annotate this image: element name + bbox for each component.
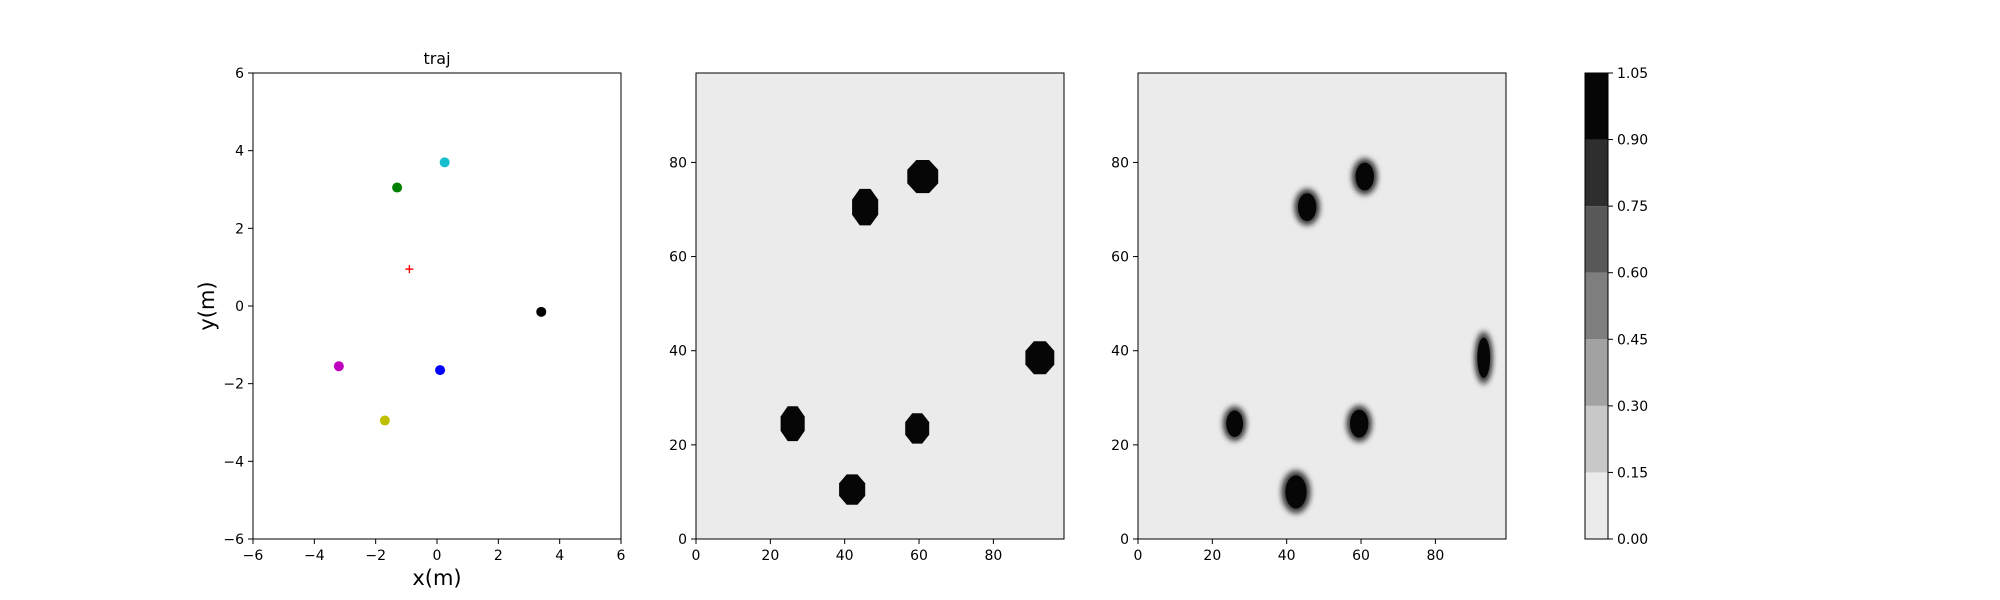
heatmap-1-x-tick-label: 20: [761, 548, 779, 564]
heatmap-blob: [1281, 469, 1311, 515]
scatter-0-y-tick-label: −4: [223, 454, 244, 470]
colorbar-tick-label: 0.60: [1617, 266, 1648, 282]
scatter-title: traj: [423, 49, 450, 68]
heatmap-blob: [1346, 404, 1373, 443]
heatmap-2-frame: [1137, 72, 1507, 540]
heatmap-blob: [780, 406, 805, 442]
colorbar-band: [1585, 472, 1608, 539]
heatmap-2-y-tick-label: 20: [1111, 438, 1129, 454]
heatmap-2-x-tick-label: 20: [1203, 548, 1221, 564]
scatter-0-x-tick-label: −2: [365, 548, 386, 564]
scatter-point: [379, 415, 390, 426]
heatmap-blob: [1351, 157, 1378, 196]
colorbar-tick-label: 0.75: [1617, 199, 1648, 215]
scatter-point: [435, 365, 446, 376]
heatmap-2-x-tick-label: 80: [1426, 548, 1444, 564]
heatmap-panel-1: 0 20 40 60 80 0 20 40 60 80: [669, 72, 1065, 564]
colorbar-band: [1585, 206, 1608, 273]
scatter-0-y-tick-label: 0: [235, 299, 244, 315]
scatter-0-y-tick-label: 2: [235, 221, 244, 237]
scatter-plot-frame: [252, 72, 622, 540]
scatter-point: [333, 361, 344, 372]
heatmap-blob: [1294, 188, 1321, 226]
heatmap-1-y-tick-label: 60: [669, 250, 687, 266]
scatter-panel: traj −6 −4 −2 0 2 4 6 −6 −4 −2 0 2 4 6 x(m) y(m): [195, 49, 626, 590]
scatter-0-x-tick-label: 4: [555, 548, 564, 564]
scatter-0-y-tick-label: 6: [235, 66, 244, 82]
colorbar-tick-label: 0.00: [1617, 532, 1648, 548]
scatter-0-y-tick-label: −6: [223, 532, 244, 548]
colorbar-tick-label: 0.30: [1617, 399, 1648, 415]
heatmap-1-y-tick-label: 0: [678, 532, 687, 548]
heatmap-2-y-tick-label: 0: [1120, 532, 1129, 548]
colorbar-tick-label: 0.15: [1617, 465, 1648, 481]
heatmap-2-background: [1138, 73, 1506, 539]
heatmap-blob: [907, 160, 939, 194]
heatmap-blob: [1222, 405, 1247, 442]
scatter-0-x-tick-label: 0: [433, 548, 442, 564]
heatmap-blob: [1474, 330, 1493, 385]
heatmap-blob: [905, 413, 930, 444]
heatmap-1-x-tick-label: 0: [692, 548, 701, 564]
heatmap-2-x-tick-label: 0: [1134, 548, 1143, 564]
heatmap-blob: [1025, 341, 1055, 375]
colorbar-frame: [1584, 72, 1609, 540]
heatmap-1-y-tick-label: 40: [669, 344, 687, 360]
scatter-point: [536, 306, 547, 317]
scatter-0-y-tick-label: 4: [235, 144, 244, 160]
scatter-x-axis-label: x(m): [412, 566, 461, 590]
scatter-0-x-tick-label: 2: [494, 548, 503, 564]
heatmap-1-frame: [695, 72, 1065, 540]
colorbar: 0.00 0.15 0.30 0.45 0.60 0.75 0.90 1.05: [1584, 66, 1648, 548]
heatmap-1-y-tick-label: 80: [669, 155, 687, 171]
center-plus-marker: [405, 265, 414, 274]
colorbar-band: [1585, 272, 1608, 340]
scatter-point: [439, 157, 450, 168]
scatter-point: [392, 182, 403, 193]
heatmap-1-x-tick-label: 80: [984, 548, 1002, 564]
colorbar-tick-label: 0.90: [1617, 133, 1648, 149]
scatter-0-x-tick-label: 6: [617, 548, 626, 564]
scatter-0-x-tick-label: −6: [243, 548, 264, 564]
colorbar-tick-label: 0.45: [1617, 332, 1648, 348]
heatmap-blob: [839, 474, 866, 505]
heatmap-2-y-tick-label: 40: [1111, 344, 1129, 360]
scatter-0-x-tick-label: −4: [304, 548, 325, 564]
colorbar-band: [1585, 139, 1608, 207]
heatmap-panel-2: 0 20 40 60 80 0 20 40 60 80: [1111, 72, 1507, 564]
heatmap-1-x-tick-label: 40: [836, 548, 854, 564]
heatmap-2-x-tick-label: 40: [1278, 548, 1296, 564]
colorbar-tick-label: 1.05: [1617, 66, 1648, 82]
heatmap-2-y-tick-label: 60: [1111, 250, 1129, 266]
heatmap-1-y-tick-label: 20: [669, 438, 687, 454]
colorbar-band: [1585, 73, 1608, 140]
scatter-y-axis-label: y(m): [195, 281, 219, 330]
heatmap-2-x-tick-label: 60: [1352, 548, 1370, 564]
heatmap-1-x-tick-label: 60: [910, 548, 928, 564]
scatter-0-y-tick-label: −2: [223, 377, 244, 393]
heatmap-1-background: [696, 73, 1064, 539]
colorbar-band: [1585, 339, 1608, 406]
heatmap-2-y-tick-label: 80: [1111, 155, 1129, 171]
heatmap-blob: [852, 188, 879, 226]
colorbar-band: [1585, 405, 1608, 473]
